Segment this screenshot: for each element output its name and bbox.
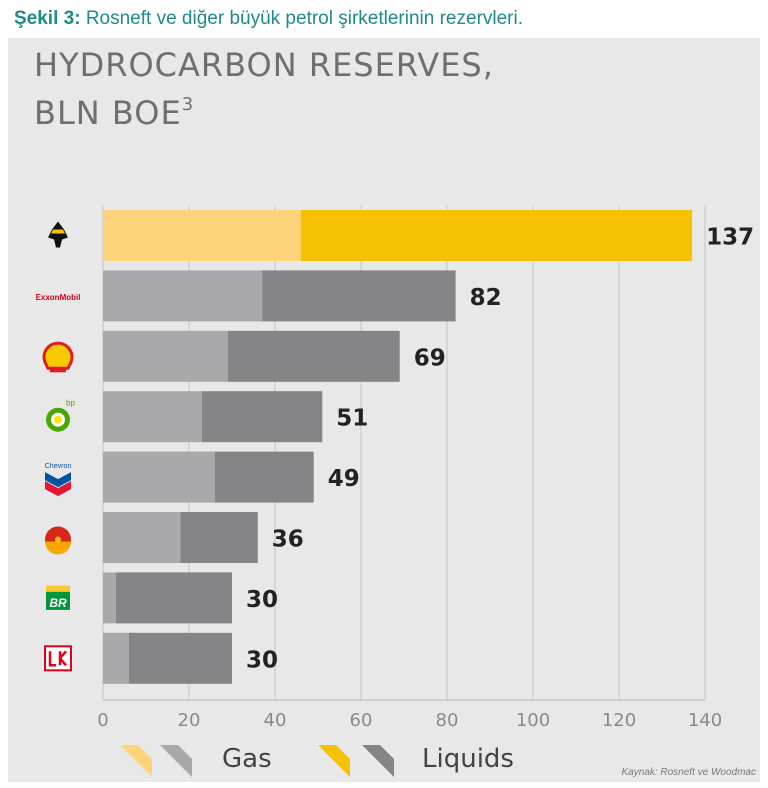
bar-gas [103,451,215,503]
rosneft-drop [48,221,68,248]
bar-gas [103,330,228,382]
bar-gas [103,210,301,261]
caption-prefix: Şekil 3: [14,8,81,29]
x-tick-label: 140 [688,710,722,731]
figure-caption: Şekil 3: Rosneft ve diğer büyük petrol ş… [14,8,523,30]
petrochina-center [55,536,61,543]
rosneft-accent [51,229,65,234]
chevron-wordmark: Chevron [45,463,72,470]
source-note: Kaynak: Rosneft ve Woodmac [621,767,756,778]
data-label: 82 [470,285,502,311]
shell-base [50,368,66,373]
bp-logo-icon: bp [46,399,75,432]
bar-liquids [180,512,258,563]
x-tick-label: 80 [436,710,459,731]
chart-title-superscript: 3 [181,94,195,115]
chart-title-line1: HYDROCARBON RESERVES, [34,46,494,84]
x-tick-label: 40 [264,710,287,731]
chart-title-text: BLN BOE [34,94,182,132]
bar-liquids [300,210,693,261]
legend-label-liquids: Liquids [422,744,514,774]
exxonmobil-logo-icon: ExxonMobil [36,293,81,302]
data-label: 69 [414,345,446,371]
bar-gas [103,391,202,443]
shell-shape [42,341,74,370]
legend-swatch-gas-highlight [120,745,152,777]
x-tick-label: 0 [97,710,108,731]
data-label: 49 [328,466,360,492]
bp-wordmark: bp [66,399,75,408]
legend-swatch-gas [160,745,192,777]
chevron-bottom [45,481,71,497]
bar-liquids [214,451,314,503]
exxonmobil-wordmark: ExxonMobil [36,293,81,302]
petrobras-logo-icon: BR [46,585,70,610]
bar-gas [103,270,263,322]
bar-liquids [115,572,232,624]
x-tick-label: 60 [350,710,373,731]
data-label: 51 [336,406,368,432]
bar-liquids [128,632,232,684]
data-label: 30 [246,647,278,673]
bp-inner [54,415,62,424]
data-label: 30 [246,587,278,613]
x-tick-label: 100 [516,710,550,731]
chart-title-line2: BLN BOE3 [34,94,194,132]
bar-liquids [262,270,456,322]
bar-gas [103,572,116,624]
data-label: 137 [706,225,754,251]
bar-gas [103,632,129,684]
bar-liquids [227,330,400,382]
rosneft-logo-icon [48,221,68,248]
petrochina-yellow [45,541,71,555]
petrobras-top [46,585,70,592]
chevron-logo-icon: Chevron [45,463,72,497]
caption-text: Rosneft ve diğer büyük petrol şirketleri… [80,8,524,29]
lukoil-logo-icon [44,645,72,672]
lukoil-glyph [48,650,67,667]
petrobras-wordmark: BR [49,596,67,610]
legend-label-gas: Gas [222,744,272,774]
bar-liquids [201,391,323,443]
x-tick-label: 20 [178,710,201,731]
petrochina-logo-icon [45,526,71,555]
chevron-top [45,472,71,488]
legend-swatch-liquids [362,745,394,777]
shell-logo-icon [42,341,74,373]
data-label: 36 [272,527,304,553]
bar-gas [103,512,181,563]
x-tick-label: 120 [602,710,636,731]
legend-swatch-liquids-highlight [318,745,350,777]
